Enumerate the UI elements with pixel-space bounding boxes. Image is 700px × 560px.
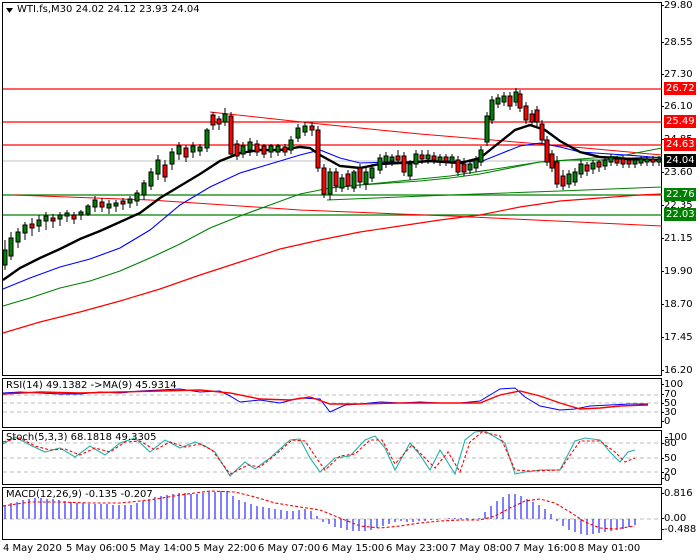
stoch-axis: 100 80 50 20 0 bbox=[660, 432, 688, 484]
current-price-tag: 24.04 bbox=[664, 154, 696, 167]
stoch-k-line bbox=[2, 430, 636, 477]
macd-label: MACD(12,26,9) -0.135 -0.207 bbox=[6, 489, 153, 500]
trendline-red-lower bbox=[13, 194, 663, 227]
rsi-axis: 100 70 50 30 0 bbox=[660, 379, 684, 427]
rsi-label: RSI(14) 49.1382 ->MA(9) 45.9314 bbox=[6, 380, 177, 391]
ma-black-fast bbox=[2, 123, 663, 281]
candlesticks bbox=[2, 88, 662, 270]
stoch-d-line bbox=[2, 431, 636, 475]
ma-red-slow bbox=[2, 193, 663, 334]
macd-axis: 0.816 0.00 -0.488 bbox=[660, 488, 697, 535]
level-tag-22-76: 22.76 bbox=[664, 188, 696, 201]
rsi-levels bbox=[3, 394, 662, 413]
rsi-ma-line bbox=[2, 389, 649, 410]
level-tag-26-72: 26.72 bbox=[664, 82, 696, 95]
stoch-levels bbox=[3, 442, 662, 473]
level-tag-25-49: 25.49 bbox=[664, 115, 696, 128]
triangle-down-icon bbox=[6, 8, 13, 13]
rsi-line bbox=[2, 387, 648, 413]
ma-blue bbox=[2, 142, 663, 290]
trendline-red-upper bbox=[209, 111, 663, 156]
stoch-label: Stoch(5,3,3) 68.1818 49.3305 bbox=[6, 432, 157, 443]
level-tag-24-63: 24.63 bbox=[664, 138, 696, 151]
macd-signal-line bbox=[2, 490, 636, 530]
stoch-panel[interactable] bbox=[2, 430, 662, 485]
symbol-header: WTI.fs,M30 24.02 24.12 23.93 24.04 bbox=[17, 4, 200, 15]
macd-panel[interactable] bbox=[2, 487, 662, 540]
level-tag-22-03: 22.03 bbox=[664, 208, 696, 221]
trendline-green-lower bbox=[326, 186, 663, 201]
